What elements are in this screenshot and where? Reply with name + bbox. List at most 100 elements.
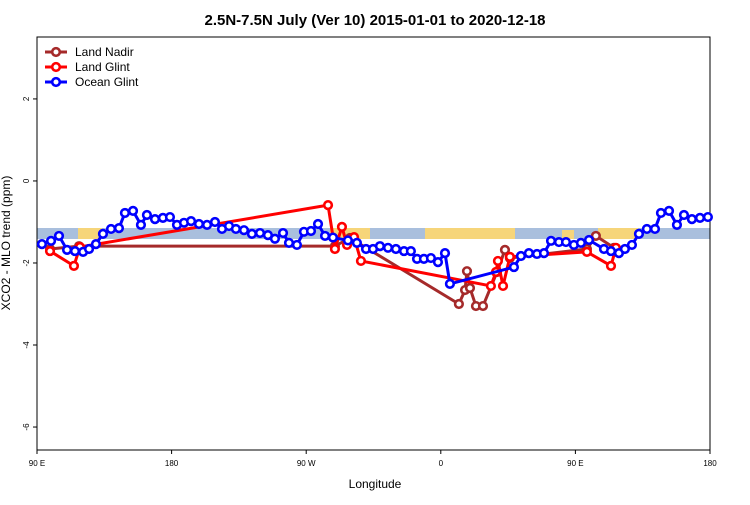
- legend-marker: [50, 61, 62, 73]
- data-point: [523, 248, 534, 259]
- y-tick-label: -2: [22, 259, 31, 267]
- data-point: [605, 245, 617, 257]
- data-point: [291, 239, 303, 251]
- data-point: [336, 221, 348, 232]
- data-point: [97, 228, 109, 239]
- data-point: [164, 211, 176, 223]
- data-point: [209, 216, 221, 228]
- data-point: [90, 239, 102, 250]
- y-tick-label: 2: [22, 96, 31, 101]
- data-point: [504, 251, 515, 262]
- data-point: [405, 245, 416, 257]
- legend-label: Ocean Glint: [75, 75, 139, 89]
- data-point: [686, 213, 698, 225]
- land-patch: [425, 228, 515, 239]
- y-axis-label: XCO2 - MLO trend (ppm): [0, 176, 13, 311]
- data-point: [545, 235, 557, 246]
- data-point: [575, 237, 587, 248]
- data-point: [560, 236, 572, 248]
- data-point: [633, 228, 645, 239]
- x-tick-label: 90 W: [297, 459, 316, 468]
- data-point: [590, 230, 601, 242]
- data-point: [283, 237, 295, 248]
- data-point: [702, 211, 714, 223]
- land-patch: [562, 230, 574, 239]
- data-point: [342, 235, 354, 246]
- data-point: [351, 237, 362, 248]
- data-point: [485, 280, 497, 292]
- data-point: [477, 300, 489, 312]
- data-point: [499, 244, 511, 255]
- data-point: [649, 223, 661, 235]
- x-tick-label: 90 E: [29, 459, 45, 468]
- data-point: [671, 219, 683, 230]
- data-point: [312, 218, 324, 230]
- data-point: [127, 205, 139, 216]
- data-point: [626, 239, 638, 251]
- data-point: [694, 212, 706, 223]
- land-patch: [598, 228, 638, 239]
- data-point: [605, 260, 617, 271]
- data-point: [515, 250, 527, 262]
- data-point: [305, 225, 317, 237]
- data-point: [461, 266, 473, 277]
- data-point: [277, 227, 289, 239]
- data-point: [61, 244, 73, 255]
- y-tick-label: 0: [22, 178, 31, 183]
- data-point: [319, 230, 331, 242]
- legend-marker: [50, 46, 62, 58]
- y-tick-label: -6: [22, 423, 31, 431]
- data-point: [374, 241, 386, 252]
- data-point: [68, 260, 80, 271]
- data-point: [119, 207, 131, 219]
- x-axis-label: Longitude: [349, 477, 402, 491]
- data-point: [105, 223, 117, 235]
- legend-label: Land Nadir: [75, 45, 134, 59]
- data-point: [246, 228, 258, 239]
- data-point: [44, 245, 56, 257]
- data-point: [327, 232, 339, 243]
- data-point: [329, 243, 341, 255]
- data-point: [453, 298, 464, 310]
- data-point: [492, 255, 504, 267]
- data-point: [382, 242, 394, 253]
- x-tick-label: 180: [703, 459, 717, 468]
- data-point: [678, 209, 690, 221]
- data-point: [439, 248, 451, 259]
- data-point: [193, 218, 205, 230]
- ocean-strip: [37, 228, 710, 239]
- data-point: [135, 219, 147, 230]
- data-point: [583, 234, 595, 246]
- data-point: [53, 230, 65, 242]
- data-point: [619, 243, 631, 255]
- data-point: [663, 205, 675, 216]
- data-point: [269, 233, 281, 244]
- x-tick-label: 0: [439, 459, 444, 468]
- data-point: [201, 219, 213, 230]
- data-point: [538, 248, 550, 259]
- data-point: [581, 246, 593, 258]
- y-tick-label: -4: [22, 341, 31, 349]
- data-point: [36, 239, 48, 250]
- data-point: [641, 223, 652, 235]
- legend-marker: [50, 76, 62, 88]
- data-point: [45, 235, 57, 246]
- data-point: [149, 213, 161, 225]
- data-point: [444, 278, 456, 289]
- data-point: [69, 245, 81, 257]
- data-point: [497, 280, 509, 292]
- data-point: [141, 209, 153, 221]
- data-point: [83, 243, 95, 255]
- data-point: [322, 200, 334, 211]
- data-point: [390, 243, 402, 255]
- legend-label: Land Glint: [75, 60, 130, 74]
- data-point: [464, 282, 476, 294]
- data-point: [432, 257, 444, 268]
- data-point: [238, 225, 250, 236]
- x-tick-label: 180: [165, 459, 179, 468]
- data-point: [355, 255, 367, 267]
- chart-title: 2.5N-7.5N July (Ver 10) 2015-01-01 to 20…: [204, 12, 545, 29]
- land-patch: [78, 228, 102, 239]
- data-point: [230, 223, 242, 235]
